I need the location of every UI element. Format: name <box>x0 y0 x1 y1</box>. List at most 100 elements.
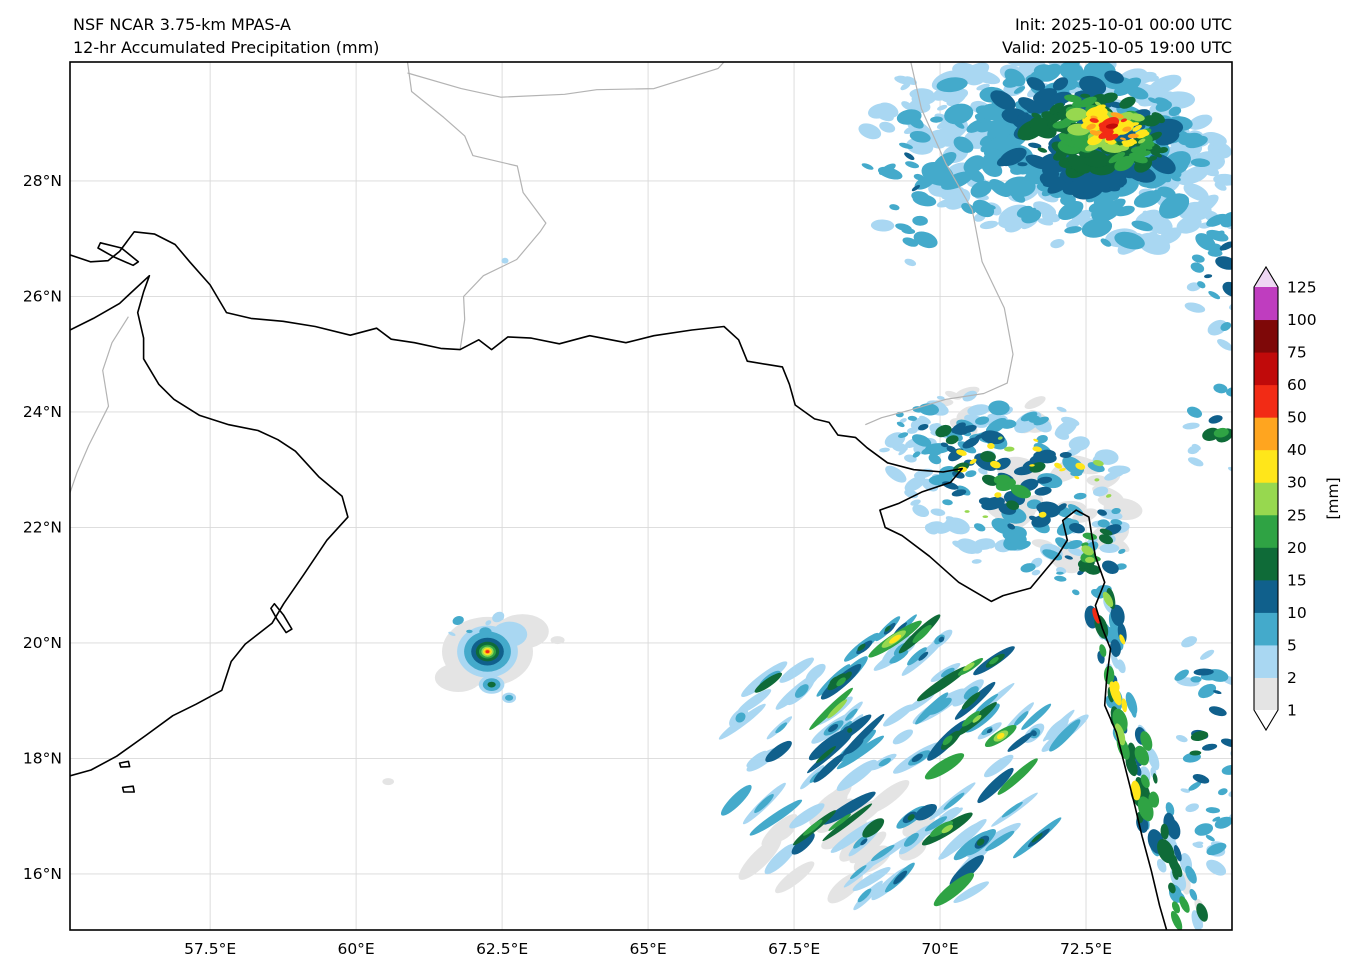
precip-cell <box>794 684 809 698</box>
plot-frame <box>69 61 1233 931</box>
precip-cell <box>1214 816 1232 829</box>
precip-cell <box>980 140 997 153</box>
precip-cell <box>987 542 996 549</box>
precip-cell <box>1058 200 1084 221</box>
precip-cell <box>1157 838 1175 864</box>
colorbar-segment <box>1254 287 1278 321</box>
precip-cell <box>1192 774 1210 784</box>
precip-cell <box>1188 781 1202 791</box>
precip-cell <box>1037 147 1048 153</box>
border-iran-pakistan <box>406 62 547 350</box>
precip-cell <box>911 184 921 192</box>
precip-cell <box>1036 434 1048 444</box>
precip-cell <box>1139 140 1152 149</box>
precip-cell <box>936 198 956 208</box>
precip-cell <box>990 90 1016 111</box>
precip-cell <box>907 115 924 129</box>
precip-cell <box>929 821 954 837</box>
precip-cell <box>932 127 951 144</box>
precip-cell <box>1119 634 1126 645</box>
precip-cell <box>1109 681 1122 706</box>
precip-cell <box>1108 151 1126 164</box>
precip-cell <box>982 515 989 518</box>
precip-cell <box>827 699 848 719</box>
colorbar-segment <box>1254 417 1278 451</box>
precip-cell <box>902 237 919 247</box>
precip-cell <box>737 689 772 714</box>
precip-cell <box>1202 743 1218 751</box>
precip-cell <box>1137 232 1171 255</box>
precip-cell <box>1120 118 1128 123</box>
precip-cell <box>1059 62 1085 82</box>
precip-cell <box>936 395 945 400</box>
precipitation-field <box>382 62 1232 930</box>
precip-cell <box>900 82 911 91</box>
colorbar-segment <box>1254 352 1278 386</box>
precip-cell <box>1205 834 1215 842</box>
precip-cell <box>1093 104 1106 111</box>
precip-cell <box>862 818 885 838</box>
precip-cell <box>1176 215 1202 234</box>
colorbar-segment <box>1254 319 1278 353</box>
precip-cell <box>1154 169 1168 179</box>
precip-cell <box>1188 194 1219 217</box>
precip-cell <box>852 867 891 891</box>
precip-cell <box>1099 528 1113 536</box>
precip-cell <box>1010 484 1032 499</box>
precip-cell <box>849 831 887 864</box>
colorbar-tick-label: 30 <box>1287 474 1307 492</box>
precip-cell <box>1194 823 1214 836</box>
precip-cell <box>841 713 885 757</box>
lat-tick-label: 24°N <box>23 403 62 421</box>
colorbar-tick-label: 50 <box>1287 409 1307 427</box>
precip-cell <box>879 163 896 176</box>
precip-cell <box>1052 77 1069 91</box>
coastline-iran-pakistan-india <box>70 231 1168 930</box>
precip-cell <box>903 832 919 847</box>
precip-cell <box>1053 151 1067 161</box>
precip-cell <box>956 449 967 456</box>
precip-cell <box>1007 523 1016 530</box>
precip-cell <box>870 219 895 232</box>
precip-cell <box>1066 540 1083 549</box>
precip-cell <box>1173 845 1182 862</box>
precip-cell <box>1056 406 1067 413</box>
precip-cell <box>976 83 990 91</box>
precip-cell <box>1089 130 1100 136</box>
precip-cell <box>990 460 1001 469</box>
precip-cell <box>738 837 782 880</box>
precip-cell <box>1037 218 1054 226</box>
precip-cell <box>1181 636 1198 648</box>
precip-cell <box>1105 123 1118 129</box>
colorbar-tick-label: 125 <box>1287 279 1317 297</box>
precip-cell <box>907 814 915 821</box>
precip-cell <box>1100 238 1112 247</box>
precip-cell <box>1045 171 1060 182</box>
precip-cell <box>1191 443 1201 451</box>
precip-cell <box>996 155 1013 167</box>
precip-cell <box>764 843 797 875</box>
precip-cell <box>871 844 895 862</box>
precip-cell <box>1112 168 1130 179</box>
precip-cell <box>1159 193 1190 219</box>
precip-cell <box>911 434 932 447</box>
precip-cell <box>982 474 999 486</box>
colorbar-tick-label: 60 <box>1287 376 1307 394</box>
lat-tick-label: 26°N <box>23 288 62 306</box>
precip-cell <box>924 753 965 780</box>
precip-cell <box>924 816 948 832</box>
precip-cell <box>1134 745 1150 766</box>
precip-cell <box>911 753 923 763</box>
precip-cell <box>1101 92 1118 104</box>
precip-cell <box>977 767 1014 804</box>
precip-cell <box>1062 176 1073 184</box>
precip-cell <box>1093 191 1117 206</box>
precip-cell <box>1082 532 1097 540</box>
precip-cell <box>1206 842 1227 856</box>
precip-cell <box>1020 411 1038 422</box>
coastline-hallaniyat-island-1 <box>118 760 131 768</box>
precip-cell <box>505 694 514 701</box>
precip-cell <box>1141 150 1151 157</box>
precip-cell <box>1092 486 1109 497</box>
